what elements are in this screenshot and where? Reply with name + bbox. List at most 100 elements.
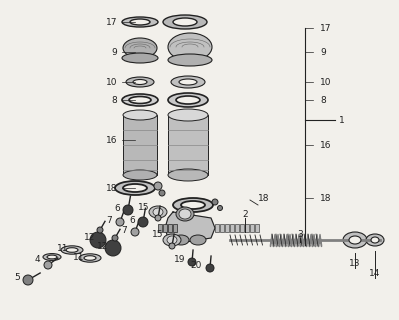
- Circle shape: [188, 258, 196, 266]
- Ellipse shape: [176, 207, 194, 221]
- Ellipse shape: [163, 234, 181, 246]
- Ellipse shape: [371, 237, 379, 243]
- Ellipse shape: [130, 19, 150, 25]
- Text: 15: 15: [152, 229, 163, 238]
- Ellipse shape: [61, 246, 83, 254]
- Text: 7: 7: [106, 215, 112, 225]
- Text: 20: 20: [191, 261, 202, 270]
- Ellipse shape: [349, 236, 361, 244]
- Circle shape: [138, 217, 148, 227]
- Ellipse shape: [123, 110, 157, 120]
- Ellipse shape: [126, 77, 154, 87]
- Ellipse shape: [173, 235, 189, 245]
- Ellipse shape: [343, 232, 367, 248]
- Ellipse shape: [66, 248, 78, 252]
- Bar: [240, 224, 243, 232]
- Ellipse shape: [173, 198, 213, 212]
- Text: 18: 18: [258, 194, 269, 203]
- Ellipse shape: [123, 38, 157, 58]
- Circle shape: [90, 232, 106, 248]
- Ellipse shape: [123, 184, 147, 192]
- Text: 10: 10: [320, 77, 332, 86]
- Ellipse shape: [149, 206, 167, 218]
- Bar: [220, 224, 223, 232]
- Text: 5: 5: [14, 274, 20, 283]
- Ellipse shape: [122, 17, 158, 27]
- Text: 7: 7: [121, 226, 127, 235]
- Ellipse shape: [84, 256, 96, 260]
- Ellipse shape: [123, 170, 157, 180]
- Ellipse shape: [133, 79, 147, 84]
- Text: 4: 4: [34, 255, 40, 265]
- Circle shape: [212, 199, 218, 205]
- Text: 12: 12: [84, 233, 95, 242]
- Ellipse shape: [168, 169, 208, 181]
- Ellipse shape: [179, 79, 197, 85]
- Text: 11: 11: [73, 252, 84, 261]
- Text: 15: 15: [138, 203, 149, 212]
- Text: 2: 2: [242, 210, 248, 219]
- Ellipse shape: [168, 109, 208, 121]
- Bar: [215, 224, 219, 232]
- Bar: [250, 224, 253, 232]
- Circle shape: [155, 215, 161, 221]
- Text: 18: 18: [105, 183, 117, 193]
- Text: 8: 8: [111, 95, 117, 105]
- Text: 9: 9: [111, 47, 117, 57]
- Text: 6: 6: [114, 204, 120, 212]
- Ellipse shape: [168, 54, 212, 66]
- Ellipse shape: [168, 33, 212, 61]
- Ellipse shape: [79, 254, 101, 262]
- Bar: [123, 115, 157, 175]
- Ellipse shape: [47, 255, 57, 259]
- Bar: [235, 224, 239, 232]
- Ellipse shape: [167, 236, 177, 244]
- Ellipse shape: [163, 15, 207, 29]
- Ellipse shape: [43, 253, 61, 260]
- Text: 11: 11: [57, 244, 68, 252]
- Bar: [168, 115, 208, 175]
- Text: 13: 13: [349, 260, 361, 268]
- Circle shape: [169, 243, 175, 249]
- Ellipse shape: [176, 96, 200, 104]
- Text: 18: 18: [320, 194, 332, 203]
- Ellipse shape: [122, 94, 158, 106]
- Circle shape: [116, 218, 124, 226]
- Circle shape: [123, 205, 133, 215]
- Text: 16: 16: [320, 140, 332, 149]
- Circle shape: [97, 227, 103, 233]
- Bar: [225, 224, 229, 232]
- Ellipse shape: [129, 97, 151, 103]
- Bar: [158, 224, 162, 232]
- Text: 1: 1: [339, 116, 345, 124]
- Ellipse shape: [173, 18, 197, 26]
- Text: 12: 12: [97, 242, 108, 251]
- Ellipse shape: [153, 208, 163, 216]
- Ellipse shape: [181, 201, 205, 209]
- Bar: [163, 224, 167, 232]
- Text: 9: 9: [320, 47, 326, 57]
- Polygon shape: [165, 212, 215, 244]
- Circle shape: [206, 264, 214, 272]
- Circle shape: [112, 235, 118, 241]
- Circle shape: [159, 190, 165, 196]
- Circle shape: [131, 228, 139, 236]
- Text: 3: 3: [297, 229, 303, 238]
- Text: 17: 17: [320, 23, 332, 33]
- Ellipse shape: [366, 234, 384, 246]
- Bar: [168, 224, 172, 232]
- Text: 19: 19: [174, 255, 185, 265]
- Text: 14: 14: [369, 269, 381, 278]
- Ellipse shape: [190, 235, 206, 245]
- Ellipse shape: [171, 76, 205, 88]
- Text: 6: 6: [129, 215, 135, 225]
- Bar: [230, 224, 233, 232]
- Circle shape: [154, 182, 162, 190]
- Bar: [245, 224, 249, 232]
- Ellipse shape: [168, 93, 208, 107]
- Text: 16: 16: [105, 135, 117, 145]
- Bar: [255, 224, 259, 232]
- Circle shape: [23, 275, 33, 285]
- Circle shape: [217, 205, 223, 211]
- Text: 17: 17: [105, 18, 117, 27]
